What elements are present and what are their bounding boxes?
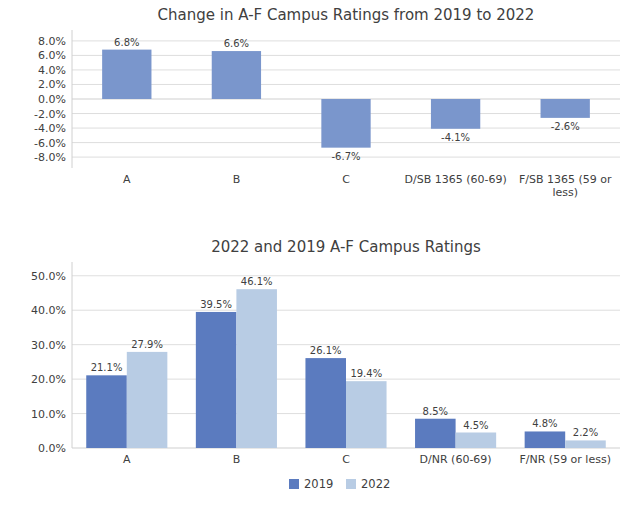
data-label: -6.7% xyxy=(331,151,360,162)
bars xyxy=(102,50,590,148)
bars xyxy=(86,289,606,448)
chart: Change in A-F Campus Ratings from 2019 t… xyxy=(34,6,620,199)
x-tick-label: B xyxy=(233,453,241,466)
y-tick-label: -4.0% xyxy=(34,122,66,135)
chart-root: Change in A-F Campus Ratings from 2019 t… xyxy=(0,0,639,517)
y-tick-label: 10.0% xyxy=(31,408,66,421)
legend-label: 2022 xyxy=(361,477,390,491)
y-tick-label: 8.0% xyxy=(38,35,66,48)
x-tick-label: C xyxy=(342,453,350,466)
data-label: -2.6% xyxy=(551,121,580,132)
data-label: 8.5% xyxy=(423,406,448,417)
data-label: 39.5% xyxy=(200,299,232,310)
grid-line xyxy=(72,84,620,85)
bar xyxy=(86,375,127,448)
chart: 2022 and 2019 A-F Campus Ratings 0.0% 10.0… xyxy=(31,238,620,491)
x-tick-label: B xyxy=(233,173,241,186)
y-tick-label: 0.0% xyxy=(38,93,66,106)
y-tick-label: 40.0% xyxy=(31,304,66,317)
legend-label: 2019 xyxy=(304,477,333,491)
data-label: 27.9% xyxy=(131,339,163,350)
x-tick-label: D/SB 1365 (60-69) xyxy=(404,173,506,186)
data-label: 2.2% xyxy=(573,427,598,438)
y-axis-line xyxy=(72,30,73,168)
bar xyxy=(415,419,456,448)
data-label: -4.1% xyxy=(441,132,470,143)
bar xyxy=(236,289,277,448)
bar xyxy=(456,433,497,449)
data-labels: 6.8% 6.6% -6.7% -4.1% -2.6% xyxy=(114,37,580,162)
data-label: 46.1% xyxy=(241,276,273,287)
bar xyxy=(346,381,387,448)
x-tick-label: A xyxy=(123,453,131,466)
legend-swatch xyxy=(289,479,299,489)
grid-line xyxy=(72,310,620,311)
y-tick-label: 6.0% xyxy=(38,49,66,62)
data-label: 4.8% xyxy=(532,418,557,429)
x-tick-label: F/SB 1365 (59 orless) xyxy=(519,173,612,199)
y-tick-label: 20.0% xyxy=(31,373,66,386)
y-tick-label: 4.0% xyxy=(38,64,66,77)
bar xyxy=(196,312,237,448)
chart-title: 2022 and 2019 A-F Campus Ratings xyxy=(211,238,481,256)
data-label: 4.5% xyxy=(463,420,488,431)
x-tick-label: D/NR (60-69) xyxy=(420,453,492,466)
y-axis-line xyxy=(72,262,73,448)
grid-line xyxy=(72,275,620,276)
y-tick-label: -8.0% xyxy=(34,151,66,164)
data-labels: 21.1% 39.5% 26.1% 8.5% 4.8% 27.9% 46.1% 19.4% 4.… xyxy=(91,276,599,438)
grid-line xyxy=(72,55,620,56)
data-label: 26.1% xyxy=(310,345,342,356)
y-tick-label: 0.0% xyxy=(38,442,66,455)
grid-line xyxy=(72,69,620,70)
x-tick-label: F/NR (59 or less) xyxy=(519,453,611,466)
grid-line xyxy=(72,40,620,41)
bar xyxy=(305,358,346,448)
y-tick-label: 2.0% xyxy=(38,78,66,91)
label-line: F/SB 1365 (59 or xyxy=(519,173,612,186)
data-label: 21.1% xyxy=(91,362,123,373)
data-label: 6.6% xyxy=(224,38,249,49)
bar xyxy=(525,431,566,448)
y-tick-label: 30.0% xyxy=(31,339,66,352)
data-label: 6.8% xyxy=(114,37,139,48)
bar xyxy=(321,99,370,148)
legend-swatch xyxy=(346,479,356,489)
bar xyxy=(127,352,168,448)
x-tick-label: C xyxy=(342,173,350,186)
bar xyxy=(541,99,590,118)
y-tick-label: 50.0% xyxy=(31,270,66,283)
bar xyxy=(212,51,261,99)
chart-title: Change in A-F Campus Ratings from 2019 t… xyxy=(158,6,535,24)
bar xyxy=(565,440,606,448)
y-tick-label: -6.0% xyxy=(34,137,66,150)
y-tick-label: -2.0% xyxy=(34,108,66,121)
data-label: 19.4% xyxy=(350,368,382,379)
bar xyxy=(431,99,480,129)
x-tick-label: A xyxy=(123,173,131,186)
label-line: less) xyxy=(552,186,578,199)
bar xyxy=(102,50,151,99)
legend: 2019 2022 xyxy=(289,477,390,491)
